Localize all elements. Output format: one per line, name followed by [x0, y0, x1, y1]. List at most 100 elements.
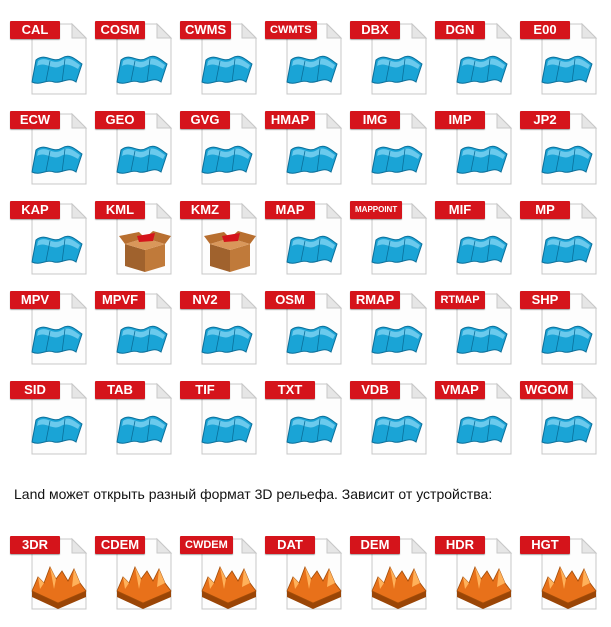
- format-tile-tab[interactable]: TAB: [95, 376, 173, 455]
- map-icon: [116, 292, 173, 365]
- format-tile-nv2[interactable]: NV2: [180, 286, 258, 365]
- map-icon: [541, 202, 598, 275]
- format-label: IMG: [350, 111, 400, 129]
- format-label: MPVF: [95, 291, 145, 309]
- map-icon: [31, 22, 88, 95]
- format-label: CWMS: [180, 21, 232, 39]
- format-label: CDEM: [95, 536, 145, 554]
- format-label: IMP: [435, 111, 485, 129]
- format-tile-cwms[interactable]: CWMS: [180, 16, 258, 95]
- format-label: HDR: [435, 536, 485, 554]
- format-tile-cosm[interactable]: COSM: [95, 16, 173, 95]
- format-tile-kap[interactable]: KAP: [10, 196, 88, 275]
- format-tile-mpvf[interactable]: MPVF: [95, 286, 173, 365]
- format-tile-dem[interactable]: DEM: [350, 531, 428, 610]
- format-label: JP2: [520, 111, 570, 129]
- format-label: VDB: [350, 381, 400, 399]
- format-tile-txt[interactable]: TXT: [265, 376, 343, 455]
- format-tile-tif[interactable]: TIF: [180, 376, 258, 455]
- map-icon: [116, 112, 173, 185]
- map-icon: [456, 112, 513, 185]
- format-tile-rmap[interactable]: RMAP: [350, 286, 428, 365]
- format-tile-osm[interactable]: OSM: [265, 286, 343, 365]
- map-icon: [201, 112, 258, 185]
- map-icon: [541, 382, 598, 455]
- archive-box-icon: [201, 202, 258, 275]
- format-tile-img[interactable]: IMG: [350, 106, 428, 185]
- format-tile-e00[interactable]: E00: [520, 16, 598, 95]
- format-tile-kmz[interactable]: KMZ: [180, 196, 258, 275]
- format-label: CWMTS: [265, 21, 317, 39]
- format-label: E00: [520, 21, 570, 39]
- format-tile-cdem[interactable]: CDEM: [95, 531, 173, 610]
- map-icon: [201, 22, 258, 95]
- format-tile-map[interactable]: MAP: [265, 196, 343, 275]
- format-tile-imp[interactable]: IMP: [435, 106, 513, 185]
- format-label: GVG: [180, 111, 230, 129]
- map-icon: [201, 292, 258, 365]
- map-icon: [31, 292, 88, 365]
- format-label: TIF: [180, 381, 230, 399]
- format-tile-vdb[interactable]: VDB: [350, 376, 428, 455]
- format-tile-geo[interactable]: GEO: [95, 106, 173, 185]
- map-icon: [456, 292, 513, 365]
- map-icon: [456, 382, 513, 455]
- format-tile-sid[interactable]: SID: [10, 376, 88, 455]
- format-label: RMAP: [350, 291, 400, 309]
- format-label: DAT: [265, 536, 315, 554]
- map-icon: [31, 112, 88, 185]
- format-label: MAPPOINT: [350, 201, 403, 219]
- terrain-icon: [286, 537, 343, 610]
- map-icon: [286, 292, 343, 365]
- format-tile-kml[interactable]: KML: [95, 196, 173, 275]
- format-tile-gvg[interactable]: GVG: [180, 106, 258, 185]
- format-label: MAP: [265, 201, 315, 219]
- format-label: MIF: [435, 201, 485, 219]
- format-tile-shp[interactable]: SHP: [520, 286, 598, 365]
- format-tile-mif[interactable]: MIF: [435, 196, 513, 275]
- terrain-icon: [371, 537, 428, 610]
- format-label: TXT: [265, 381, 315, 399]
- format-label: 3DR: [10, 536, 60, 554]
- map-icon: [31, 382, 88, 455]
- format-label: HGT: [520, 536, 570, 554]
- map-icon: [286, 202, 343, 275]
- format-label: DEM: [350, 536, 400, 554]
- format-tile-dbx[interactable]: DBX: [350, 16, 428, 95]
- format-label: MPV: [10, 291, 60, 309]
- format-tile-ecw[interactable]: ECW: [10, 106, 88, 185]
- terrain-caption: Land может открыть разный формат 3D рель…: [14, 486, 493, 502]
- terrain-icon: [116, 537, 173, 610]
- format-label: SHP: [520, 291, 570, 309]
- format-tile-3dr[interactable]: 3DR: [10, 531, 88, 610]
- map-icon: [116, 382, 173, 455]
- map-icon: [541, 112, 598, 185]
- format-label: KMZ: [180, 201, 230, 219]
- format-label: DGN: [435, 21, 485, 39]
- format-tile-hmap[interactable]: HMAP: [265, 106, 343, 185]
- format-label: VMAP: [435, 381, 485, 399]
- map-icon: [286, 22, 343, 95]
- format-tile-cal[interactable]: CAL: [10, 16, 88, 95]
- format-tile-hgt[interactable]: HGT: [520, 531, 598, 610]
- format-label: KML: [95, 201, 145, 219]
- format-tile-wgom[interactable]: WGOM: [520, 376, 598, 455]
- format-tile-vmap[interactable]: VMAP: [435, 376, 513, 455]
- format-tile-dgn[interactable]: DGN: [435, 16, 513, 95]
- terrain-icon: [456, 537, 513, 610]
- format-tile-cwdem[interactable]: CWDEM: [180, 531, 258, 610]
- format-label: WGOM: [520, 381, 574, 399]
- format-tile-dat[interactable]: DAT: [265, 531, 343, 610]
- format-tile-mappoint[interactable]: MAPPOINT: [350, 196, 428, 275]
- format-tile-rtmap[interactable]: RTMAP: [435, 286, 513, 365]
- map-icon: [286, 382, 343, 455]
- format-label: RTMAP: [435, 291, 485, 309]
- format-tile-hdr[interactable]: HDR: [435, 531, 513, 610]
- map-icon: [371, 292, 428, 365]
- format-label: CAL: [10, 21, 60, 39]
- format-tile-mp[interactable]: MP: [520, 196, 598, 275]
- format-tile-cwmts[interactable]: CWMTS: [265, 16, 343, 95]
- format-tile-mpv[interactable]: MPV: [10, 286, 88, 365]
- format-tile-jp2[interactable]: JP2: [520, 106, 598, 185]
- format-label: KAP: [10, 201, 60, 219]
